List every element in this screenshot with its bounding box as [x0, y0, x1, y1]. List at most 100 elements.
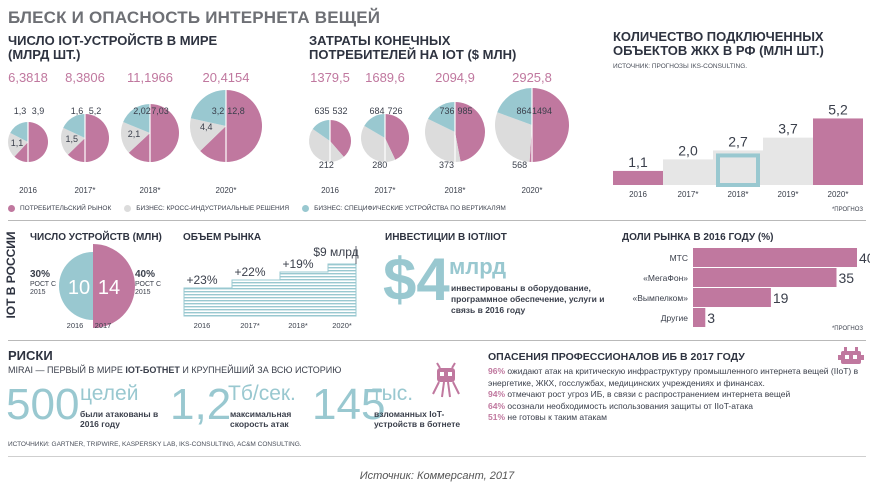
housing-bar	[763, 137, 813, 185]
investments-big-value: $4	[383, 246, 450, 313]
pie-charts-area: 6,3818 1,3 3,9 1,1 2016 8,3806 1,6 5,2 1,5 2017* 1…	[7, 62, 569, 195]
housing-year-label: 2020*	[828, 190, 849, 199]
housing-value-label: 2,0	[678, 142, 698, 158]
pie-value-label: 1494	[532, 106, 552, 116]
pie-year-label: 2017*	[375, 186, 396, 195]
russia-side-label: IOT В РОССИИ	[4, 231, 18, 319]
stat-speed-unit: Тб/сек.	[228, 382, 296, 405]
pie-slice	[529, 88, 569, 162]
pie-value-label: 1,6	[71, 106, 84, 116]
housing-value-label: 1,1	[628, 154, 648, 170]
share-value-label: 3	[707, 310, 715, 326]
risks-subtitle: MIRAI — ПЕРВЫЙ В МИРЕ IOT-БОТНЕТ И КРУПН…	[8, 365, 341, 375]
iot-spending-title: ЗАТРАТЫ КОНЕЧНЫХ ПОТРЕБИТЕЛЕЙ НА IOT ($ …	[309, 33, 517, 62]
housing-bar-chart: 1,1 2016 2,0 2017* 2,7 2018* 3,7 2019* 5,2 2020* *…	[613, 101, 863, 213]
housing-year-label: 2017*	[678, 190, 699, 199]
pie-value-label: 3,9	[32, 106, 45, 116]
risks-subtitle-bold: IOT-БОТНЕТ	[125, 365, 180, 375]
fear-text: ожидают атак на критическую инфраструкту…	[488, 366, 859, 388]
fear-text: не готовы к таким атакам	[507, 412, 607, 422]
housing-bar	[813, 118, 863, 185]
market-year-label: 2018*	[288, 321, 308, 330]
growth-left-pct: 30%	[30, 269, 51, 280]
pie-slice	[428, 102, 455, 132]
pie-slice	[425, 118, 461, 162]
pie-slice	[123, 104, 150, 133]
page-title: БЛЕСК И ОПАСНОСТЬ ИНТЕРНЕТА ВЕЩЕЙ	[8, 8, 381, 27]
fear-pct: 51%	[488, 412, 506, 422]
pie-year-label: 2016	[321, 186, 339, 195]
housing-bar	[613, 170, 663, 185]
pie-value-label: 5,2	[89, 106, 102, 116]
pie-value-label: 212	[319, 160, 334, 170]
market-end-label: $9 млрд	[313, 245, 358, 259]
pie-slice	[67, 114, 109, 162]
housing-source-note: ИСТОЧНИК: ПРОГНОЗЫ IKS-CONSULTING.	[613, 63, 748, 70]
pie-slice	[455, 102, 486, 162]
stat-targets-unit: целей	[80, 382, 139, 405]
fear-pct: 64%	[488, 400, 506, 411]
pie-slice	[385, 114, 409, 160]
pie-slice	[61, 127, 85, 155]
risks-title: РИСКИ	[8, 348, 53, 363]
pie-year-label: 2018*	[445, 186, 466, 195]
pie-slice	[7, 132, 28, 157]
share-bar	[693, 268, 837, 287]
divider-top	[8, 220, 866, 221]
risks-subtitle-prefix: MIRAI — ПЕРВЫЙ В МИРЕ	[8, 365, 123, 375]
pie-slice	[330, 120, 351, 157]
growth-right-text: РОСТ С 2015	[135, 281, 162, 296]
legend-consumer-swatch	[8, 205, 15, 212]
pie-slice	[497, 88, 532, 125]
pie-value-label: 2,1	[128, 129, 141, 139]
housing-bar	[663, 159, 713, 185]
pie-value-label: 12,8	[227, 106, 245, 116]
housing-year-label: 2018*	[728, 190, 749, 199]
caption: Источник: Коммерсант, 2017	[359, 470, 515, 482]
market-year-label: 2016	[194, 321, 211, 330]
pie-value-label: 726	[387, 106, 402, 116]
share-category-label: МТС	[670, 253, 688, 263]
pie-year-label: 2020*	[522, 186, 543, 195]
market-year-label: 2017*	[240, 321, 260, 330]
pie-total-label: 2925,8	[512, 70, 552, 85]
share-bar	[693, 308, 706, 327]
fear-text: отмечают рост угроз ИБ, в связи с распро…	[507, 389, 791, 399]
pie-slice	[312, 120, 330, 141]
pie-slice	[190, 118, 226, 152]
market-growth-label: +22%	[234, 265, 265, 279]
divider-bottom	[8, 456, 866, 457]
share-category-label: «МегаФон»	[643, 273, 688, 283]
russia-devices-title: ЧИСЛО УСТРОЙСТВ (МЛН)	[30, 232, 162, 243]
fear-item: 96% ожидают атак на критическую инфрастр…	[488, 366, 860, 389]
share-value-label: 40	[859, 250, 870, 266]
pie-value-label: 3,2	[212, 106, 225, 116]
investments-description: инвестированы в оборудование, программно…	[451, 283, 605, 315]
housing-value-label: 3,7	[778, 121, 798, 137]
fear-pct: 94%	[488, 389, 506, 399]
risks-subtitle-suffix: И КРУПНЕЙШИЙ ЗА ВСЮ ИСТОРИЮ	[182, 365, 342, 375]
pie-slice	[128, 104, 179, 162]
share-value-label: 19	[773, 290, 789, 306]
housing-forecast-note: *ПРОГНОЗ	[832, 207, 863, 213]
stat-devices-big: 145	[312, 380, 386, 429]
market-share-chart: МТС 40 «МегаФон» 35 «Вымпелком» 19 Другие 3 *ПРО…	[633, 248, 870, 332]
pie-value-label: 4,4	[200, 122, 213, 132]
pie-value-label: 2,02	[133, 106, 151, 116]
housing-value-label: 5,2	[828, 101, 848, 117]
share-value-label: 35	[839, 270, 855, 286]
pie-total-label: 20,4154	[203, 70, 250, 85]
market-volume-chart: +23% +22% +19%$9 млрд 2016 2017* 2018* 2020*	[183, 245, 359, 330]
share-category-label: «Вымпелком»	[633, 293, 689, 303]
pie-slice	[494, 112, 532, 162]
stat-devices-unit: тыс.	[372, 382, 414, 405]
legend-vertical-swatch	[302, 205, 310, 212]
share-forecast-note: *ПРОГНОЗ	[832, 326, 863, 332]
housing-value-label: 2,7	[728, 133, 748, 149]
fear-item: 51% не готовы к таким атакам	[488, 412, 860, 424]
market-growth-label: +23%	[186, 273, 217, 287]
pie-total-label: 11,1966	[127, 70, 173, 85]
sources: ИСТОЧНИКИ: GARTNER, TRIPWIRE, KASPERSKY …	[8, 441, 302, 448]
ru-pie-year-2017: 2017	[95, 321, 112, 330]
share-bar	[693, 248, 857, 267]
